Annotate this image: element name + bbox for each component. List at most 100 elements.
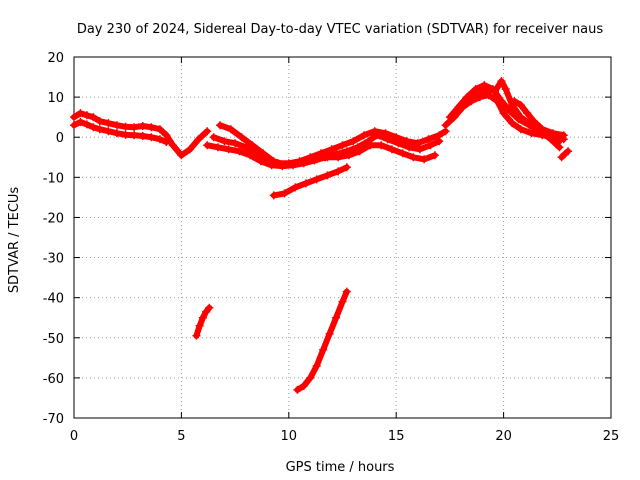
x-tick-label: 20 [495,429,512,444]
y-axis-label: SDTVAR / TECUs [7,187,22,294]
data-point [130,131,139,140]
data-point [280,189,289,198]
data-point [205,303,214,312]
data-point [323,153,332,162]
data-point [147,133,156,142]
data-point [415,145,424,154]
chart-title: Day 230 of 2024, Sidereal Day-to-day VTE… [77,22,604,37]
data-point [203,141,212,150]
series-arc-1 [70,109,212,160]
series-trace [294,288,350,393]
data-point [70,113,78,122]
x-tick-label: 25 [603,429,620,444]
data-point [95,117,104,126]
data-point [155,125,164,134]
data-point [138,121,147,130]
data-point [220,137,229,146]
data-point [366,141,375,150]
data-point [497,77,506,86]
data-series [70,77,573,394]
data-point [226,125,235,134]
data-point [529,117,538,126]
data-point [527,129,536,138]
data-point [198,313,207,322]
series-arc-6 [269,163,351,200]
data-point [398,149,407,158]
x-tick-label: 15 [388,429,405,444]
data-point [155,135,164,144]
plot-frame [73,56,612,419]
data-point [409,153,418,162]
data-point [377,141,386,150]
data-point [195,321,204,330]
data-point [334,167,343,176]
data-point [332,313,341,322]
data-point [506,107,515,116]
data-point [82,111,91,120]
data-point [327,145,336,154]
data-point [194,135,203,144]
data-point [216,121,225,130]
series-arc-11 [456,77,568,140]
data-point [76,109,85,118]
series-arc-5 [216,121,439,169]
series-arc-7 [192,303,214,340]
data-point [112,129,121,138]
data-point [89,113,98,122]
data-point [344,151,353,160]
data-point [291,159,300,168]
y-tick-label: -70 [43,412,64,427]
y-tick-label: -60 [43,372,64,387]
y-tick-label: -30 [43,252,64,267]
data-point [370,127,379,136]
data-point [291,183,300,192]
data-point [121,130,130,139]
data-point [491,87,500,96]
data-point [147,123,156,132]
data-point [162,138,171,147]
y-tick-label: -40 [43,292,64,307]
data-point [338,141,347,150]
data-point [203,127,212,136]
data-point [202,307,211,316]
data-point [516,113,525,122]
data-point [259,149,268,158]
data-point [168,141,177,150]
data-point [392,133,401,142]
data-point [381,129,390,138]
data-point [516,101,525,110]
data-point [441,121,450,130]
data-point [549,133,558,142]
data-point [342,163,351,172]
series-arc-13 [557,147,573,162]
data-point [185,145,194,154]
data-point [435,131,444,140]
series-arc-12 [510,97,564,146]
data-point [301,157,310,166]
data-point [426,141,435,150]
data-point [510,97,519,106]
data-point [319,345,328,354]
grid-lines [74,57,611,418]
data-point [301,179,310,188]
data-point [342,287,351,296]
data-point [312,361,321,370]
data-point [192,331,201,340]
x-tick-label: 5 [177,429,185,444]
data-point [334,153,343,162]
data-point [420,155,429,164]
data-point [497,97,506,106]
data-point [349,137,358,146]
data-point [104,119,113,128]
data-point [465,95,474,104]
data-point [138,132,147,141]
data-point [95,125,104,134]
x-tick-label: 0 [70,429,78,444]
data-point [559,131,568,140]
y-tick-label: -20 [43,211,64,226]
data-point [76,117,85,126]
data-point [430,151,439,160]
data-point [402,137,411,146]
data-point [323,171,332,180]
data-point [104,127,113,136]
